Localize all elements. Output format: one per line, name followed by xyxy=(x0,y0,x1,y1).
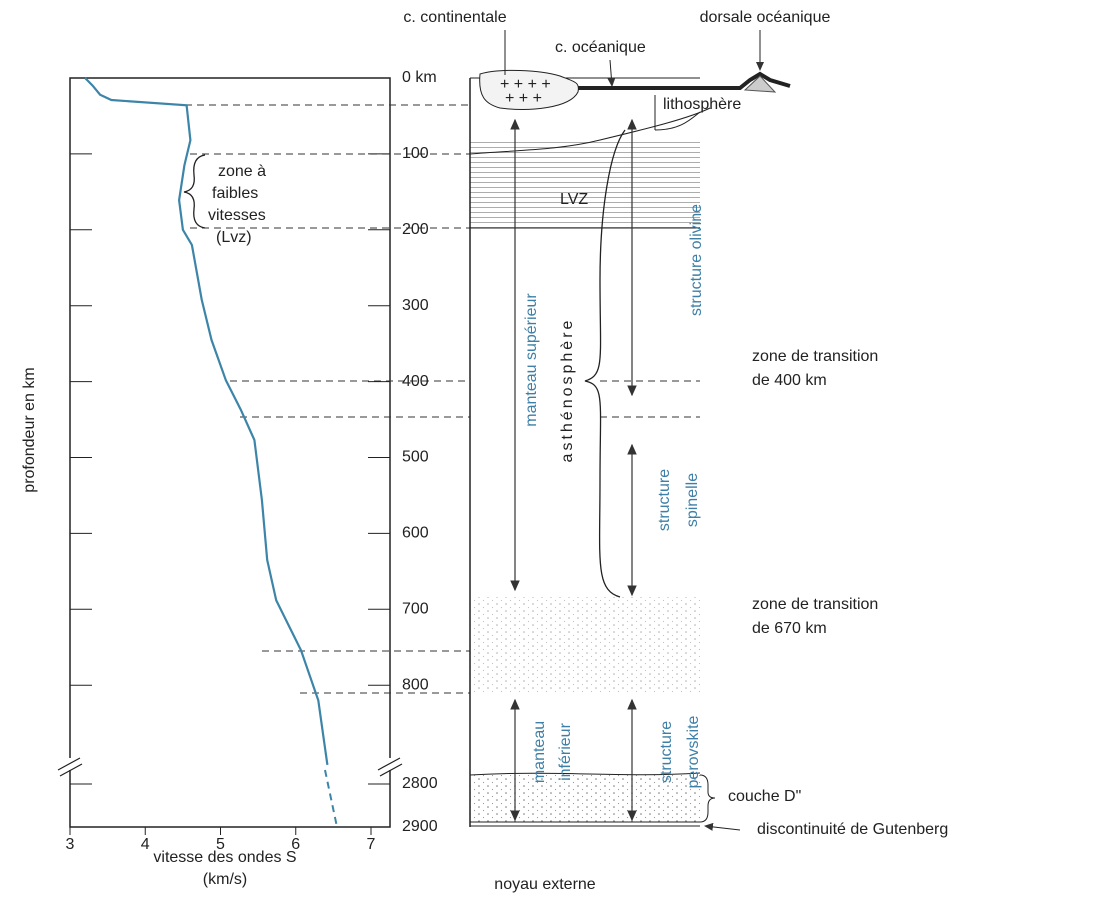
figure: zone à faibles vitesses (Lvz) profondeur… xyxy=(0,0,1120,917)
y-tick-label: 100 xyxy=(402,145,429,162)
x-axis-title: (km/s) xyxy=(203,871,247,888)
label: lithosphère xyxy=(663,96,741,113)
label: inférieur xyxy=(557,722,574,780)
y-tick-label: 500 xyxy=(402,449,429,466)
y-tick-label: 0 km xyxy=(402,69,437,86)
lvz-text: vitesses xyxy=(208,207,266,224)
cross-pattern: + + + xyxy=(505,90,542,107)
x-tick-label: 7 xyxy=(367,836,376,853)
label: perovskite xyxy=(685,715,702,788)
lvz-text: faibles xyxy=(212,185,258,202)
label: discontinuité de Gutenberg xyxy=(757,821,948,838)
y-tick-label: 600 xyxy=(402,525,429,542)
label: couche D" xyxy=(728,788,801,805)
y-tick-label: 800 xyxy=(402,676,429,693)
earth-section: + + + + + + + xyxy=(470,30,790,830)
label: manteau supérieur xyxy=(523,293,540,427)
lvz-text: (Lvz) xyxy=(216,229,252,246)
label: dorsale océanique xyxy=(700,9,831,26)
velocity-curve xyxy=(85,78,327,765)
y-tick-label: 2800 xyxy=(402,775,438,792)
y-tick-label: 200 xyxy=(402,221,429,238)
label: LVZ xyxy=(560,191,588,208)
label: spinelle xyxy=(684,473,701,527)
label: zone de transition xyxy=(752,596,878,613)
label: de 400 km xyxy=(752,372,827,389)
y-tick-label: 700 xyxy=(402,601,429,618)
lvz-text: zone à xyxy=(218,163,266,180)
label: structure olivine xyxy=(688,204,705,316)
x-tick-label: 4 xyxy=(141,836,150,853)
label: de 670 km xyxy=(752,620,827,637)
axis-break xyxy=(58,758,402,776)
y-tick-label: 400 xyxy=(402,373,429,390)
label: c. océanique xyxy=(555,39,646,56)
y-axis-title: profondeur en km xyxy=(21,367,38,492)
label: structure xyxy=(656,469,673,531)
label: noyau externe xyxy=(494,876,596,893)
y-tick-label: 2900 xyxy=(402,818,438,835)
label: c. continentale xyxy=(403,9,506,26)
curve-extension xyxy=(325,770,337,827)
x-tick-label: 3 xyxy=(66,836,75,853)
label: manteau xyxy=(531,721,548,783)
y-tick-label: 300 xyxy=(402,297,429,314)
x-tick-label: 5 xyxy=(216,836,225,853)
label: asthénosphère xyxy=(559,318,576,463)
x-tick-label: 6 xyxy=(291,836,300,853)
x-axis-title: vitesse des ondes S xyxy=(153,849,296,866)
label: zone de transition xyxy=(752,348,878,365)
brace xyxy=(184,155,205,228)
label: structure xyxy=(658,721,675,783)
